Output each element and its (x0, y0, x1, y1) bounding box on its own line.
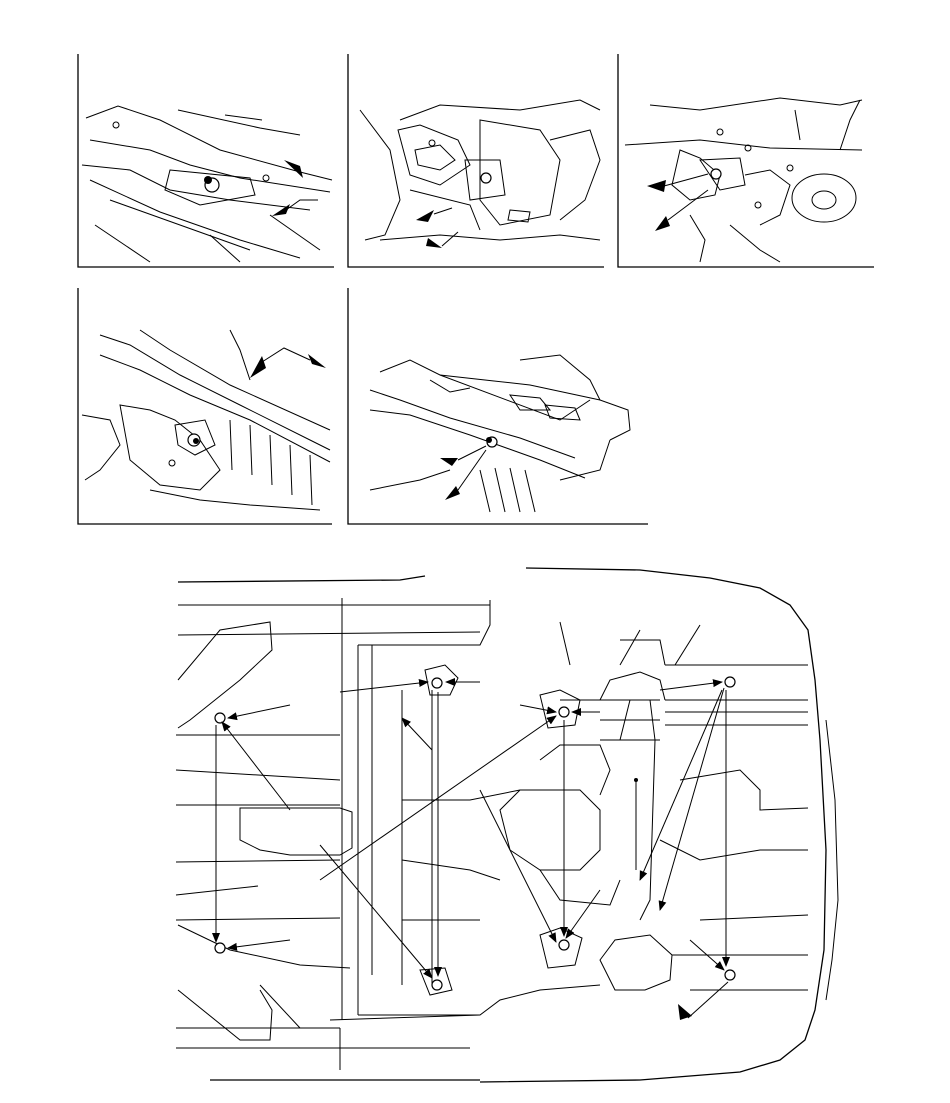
mount-point (214, 942, 226, 954)
arrow-marker (678, 1004, 692, 1020)
mount-point (724, 676, 736, 688)
panel-frame (347, 288, 648, 525)
arrow-marker (250, 356, 266, 378)
rear-differential (599, 934, 673, 991)
panel-frame (347, 54, 604, 268)
detail-panel-3 (617, 54, 874, 268)
transmission-housing (499, 789, 601, 871)
mount-point (431, 677, 443, 689)
leader-lines (212, 678, 730, 1020)
panel-frame (77, 54, 334, 268)
arrow-marker (647, 180, 666, 192)
arrow-marker (308, 354, 326, 368)
detail-panel-1 (77, 54, 334, 268)
arrow-marker (440, 458, 458, 466)
underbody-view (175, 567, 839, 1083)
mount-bolt (480, 172, 492, 184)
mount-bolt (710, 168, 722, 180)
arrow-marker (272, 204, 290, 216)
mount-point (431, 979, 443, 991)
detail-panel-2 (347, 54, 604, 268)
mount-point (558, 706, 570, 718)
detail-panel-4 (77, 288, 332, 525)
mount-point (214, 712, 226, 724)
arrow-marker (655, 216, 670, 231)
arrow-marker (284, 160, 303, 178)
arrow-marker (445, 486, 460, 500)
panel-frame (617, 54, 874, 268)
mount-point (558, 939, 570, 951)
body-outline (479, 567, 827, 1083)
arrow-marker (426, 238, 442, 248)
arrow-marker (416, 210, 434, 222)
mount-point (724, 969, 736, 981)
detail-panel-5 (347, 288, 648, 525)
panel-frame (77, 288, 332, 525)
strut-tower (791, 173, 857, 223)
